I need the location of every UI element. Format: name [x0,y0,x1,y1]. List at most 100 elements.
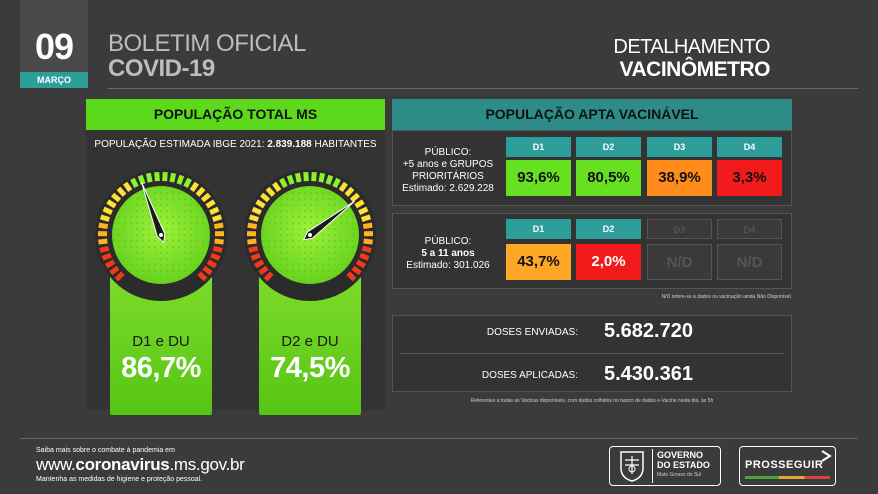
gauge-tick [202,265,213,276]
group2-d2-value: 2,0% [576,244,641,280]
gauge-tick [145,172,153,183]
gauge-tick [294,172,302,183]
estimate-suffix: HABITANTES [311,139,377,150]
gauge-tick [102,206,113,215]
gauge-tick [197,271,208,282]
gauge-tick [210,252,221,261]
doses-divider [400,353,784,354]
gauge-tick [363,238,373,245]
gauge-tick [355,259,367,269]
group1-d2-value: 80,5% [576,160,641,196]
doses-applied-label: DOSES APLICADAS: [481,370,578,381]
gauge-d2-label: D2 e DU [281,333,339,350]
gauge-d2-value: 74,5% [270,352,350,384]
bulletin-title: BOLETIM OFICIAL [108,30,306,57]
arrow-icon [821,450,832,462]
prosseguir-text: PROSSEGUIR [745,459,824,471]
gauge-tick [183,177,192,189]
gauge-hub [159,233,163,237]
gauge-tick [358,206,369,215]
footer-intro: Saiba mais sobre o combate à pandemia em [36,447,175,454]
doses-applied-value: 5.430.361 [604,363,693,385]
population-estimate: POPULAÇÃO ESTIMADA IBGE 2021: 2.839.188 … [86,139,385,150]
url-bold: coronavirus [75,455,170,474]
gauge-tick [279,177,288,189]
gov-line1: GOVERNO [657,450,704,460]
gauge-tick [263,271,274,282]
prosseguir-color-bar [745,476,830,479]
nd-note: N/D refere-se a dados ou vacinação ainda… [661,294,792,300]
group2-d4-value: N/D [717,244,782,280]
gauge-tick [248,245,259,253]
gauge-tick [99,214,111,222]
doses-sent-label: DOSES ENVIADAS: [486,327,578,338]
gauge-tick [247,238,257,245]
gauge-tick [286,174,295,185]
gauge-tick [258,265,269,276]
group1-d2-header: D2 [576,137,641,157]
estimate-prefix: POPULAÇÃO ESTIMADA IBGE 2021: [94,139,268,150]
gauge-tick [213,222,224,230]
gauge-tube [259,270,361,415]
gauge-d1-label: D1 e DU [132,333,190,350]
state-coat-of-arms-icon [620,451,644,482]
gauge-tick [99,245,110,253]
gauge-tick [211,214,223,222]
gauge-tick [344,186,355,197]
eligible-population-title: POPULAÇÃO APTA VACINÁVEL [392,99,792,130]
gauge-tick [253,259,265,269]
group2-d3-value: N/D [647,244,712,280]
doses-sent-value: 5.682.720 [604,320,693,342]
gauge-tick [247,222,258,230]
group2-d1-value: 43,7% [506,244,571,280]
detail-title: DETALHAMENTO [613,36,770,58]
group1-d3-value: 38,9% [647,160,712,196]
gauge-tick [311,171,317,182]
group2-d4-header: D4 [717,219,782,239]
gauge-tick [137,174,146,185]
group-children-line2: 5 a 11 anos [421,248,475,259]
gov-logo-divider [652,449,653,483]
gauge-tick [318,172,326,183]
gauge-tick [351,265,362,276]
gauge-tick [106,199,117,209]
gauge-tick [109,265,120,276]
group-children-description: PÚBLICO: 5 a 11 anos Estimado: 301.026 [396,236,500,272]
gauge-tick [212,245,223,253]
gauge-tick [130,177,139,189]
group1-d4-value: 3,3% [717,160,782,196]
population-total-title: POPULAÇÃO TOTAL MS [86,99,385,130]
gauge-tick [169,172,177,183]
gauge-d1-value: 86,7% [121,352,201,384]
group2-d2-header: D2 [576,219,641,239]
date-month: MARÇO [20,72,88,88]
gauge-tick [111,192,122,203]
gauge-tick [195,186,206,197]
gauge-tick [154,171,160,182]
gauge-tick [338,181,348,193]
group2-d3-header: D3 [647,219,712,239]
gauge-tick [359,252,370,261]
gauge-tick [250,252,261,261]
gauge-tick [360,214,372,222]
group-priority-description: PÚBLICO: +5 anos e GRUPOS PRIORITÁRIOS E… [396,147,500,195]
gauge-d1 [95,169,227,415]
group-children-line1: PÚBLICO: [424,236,472,247]
footer-hygiene-note: Mantenha as medidas de higiene e proteçã… [36,476,203,483]
group-children-estimate: Estimado: 301.026 [406,260,490,271]
header-divider [108,88,858,89]
gauge-tick [205,199,216,209]
gauge-needle [141,182,166,244]
gauge-tick [200,192,211,203]
gauge-tube [110,270,212,415]
footer-url[interactable]: www.coronavirus.ms.gov.br [36,455,245,475]
gauge-d2 [244,169,376,415]
gauge-tick [162,171,168,182]
gauges-graphic [95,169,376,415]
gov-logo-text: GOVERNO DO ESTADO Mato Grosso do Sul [657,450,710,480]
gauge-tick [362,222,373,230]
group1-d3-header: D3 [647,137,712,157]
gauge-tick [209,206,220,215]
gauge-tick [265,186,276,197]
group1-d4-header: D4 [717,137,782,157]
